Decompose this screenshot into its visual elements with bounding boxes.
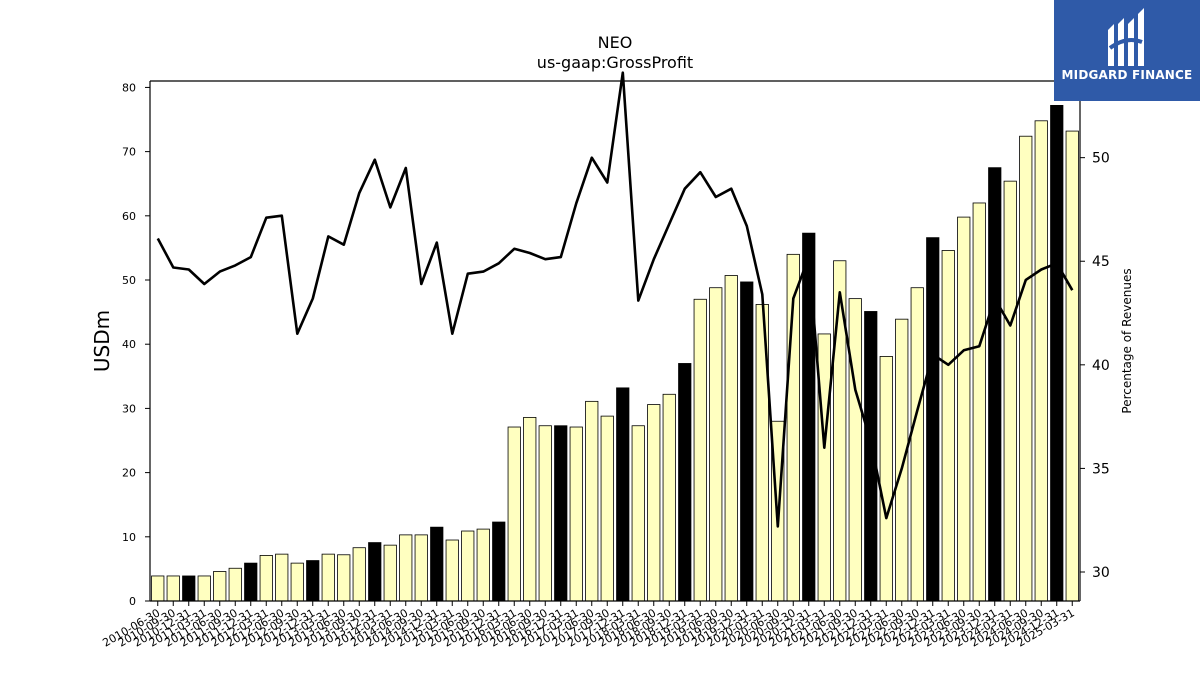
bar <box>182 575 196 602</box>
y-tick-label: 20 <box>122 467 136 480</box>
bar <box>817 333 831 602</box>
bar <box>802 232 816 602</box>
bar <box>151 575 165 602</box>
line-layer <box>156 71 1074 528</box>
bar <box>848 298 862 602</box>
axes-layer: 0102030405060708030354045502010-06-30201… <box>100 80 1110 650</box>
bar <box>585 400 599 602</box>
bar <box>693 298 707 602</box>
midgard-finance-logo-icon <box>1108 8 1144 66</box>
bar <box>1050 104 1064 602</box>
bar <box>910 287 924 602</box>
bar <box>244 562 258 602</box>
bar <box>430 526 444 602</box>
bar <box>616 387 630 602</box>
bar <box>941 250 955 602</box>
bar <box>724 275 738 602</box>
y-tick-label: 50 <box>122 274 136 287</box>
y2-axis-label: Percentage of Revenues <box>1120 268 1134 413</box>
bar <box>957 216 971 602</box>
bar <box>709 287 723 602</box>
bar <box>507 426 521 602</box>
bar <box>740 281 754 602</box>
y2-tick-label: 45 <box>1092 254 1110 270</box>
bar <box>476 528 490 602</box>
y-tick-label: 60 <box>122 210 136 223</box>
bar <box>445 539 459 602</box>
y-tick-label: 0 <box>129 595 136 608</box>
bar <box>368 542 382 602</box>
bar <box>569 426 583 602</box>
bar <box>600 415 614 602</box>
y2-tick-label: 35 <box>1092 461 1110 477</box>
percentage-line <box>156 71 1074 528</box>
bar <box>538 425 552 602</box>
bar <box>383 544 397 602</box>
bar <box>213 571 227 602</box>
bar <box>259 555 273 602</box>
bar <box>492 521 506 602</box>
bar <box>197 575 211 602</box>
bar <box>1019 135 1033 602</box>
bar <box>228 567 242 602</box>
chart-subtitle: us-gaap:GrossProfit <box>537 53 693 72</box>
bar <box>1003 180 1017 602</box>
y2-tick-label: 30 <box>1092 565 1110 581</box>
bar <box>275 553 289 602</box>
y-tick-label: 30 <box>122 402 136 415</box>
bar <box>461 530 475 602</box>
y-tick-label: 10 <box>122 531 136 544</box>
bar <box>306 560 320 602</box>
bar <box>895 318 909 602</box>
y-tick-label: 80 <box>122 81 136 94</box>
y-axis-label: USDm <box>90 310 114 372</box>
bar <box>662 393 676 602</box>
bar <box>1065 130 1079 602</box>
bars-layer <box>151 104 1079 602</box>
bar <box>879 356 893 602</box>
bar <box>972 202 986 602</box>
bar <box>321 553 335 602</box>
y-tick-label: 70 <box>122 146 136 159</box>
bar <box>647 404 661 602</box>
bar <box>678 363 692 602</box>
bar <box>166 575 180 602</box>
chart-title: NEO <box>598 33 633 52</box>
y2-tick-label: 50 <box>1092 151 1110 167</box>
brand-logo: MIDGARD FINANCE <box>1054 0 1200 101</box>
brand-name: MIDGARD FINANCE <box>1061 68 1193 82</box>
bar <box>414 534 428 602</box>
y2-tick-label: 40 <box>1092 358 1110 374</box>
bar <box>399 534 413 602</box>
bar <box>1034 120 1048 602</box>
bar <box>926 237 940 602</box>
y-tick-label: 40 <box>122 338 136 351</box>
bar <box>554 425 568 602</box>
bar <box>352 547 366 602</box>
bar <box>988 167 1002 602</box>
bar <box>337 554 351 602</box>
bar <box>631 425 645 602</box>
bar <box>523 416 537 602</box>
bar <box>290 562 304 602</box>
